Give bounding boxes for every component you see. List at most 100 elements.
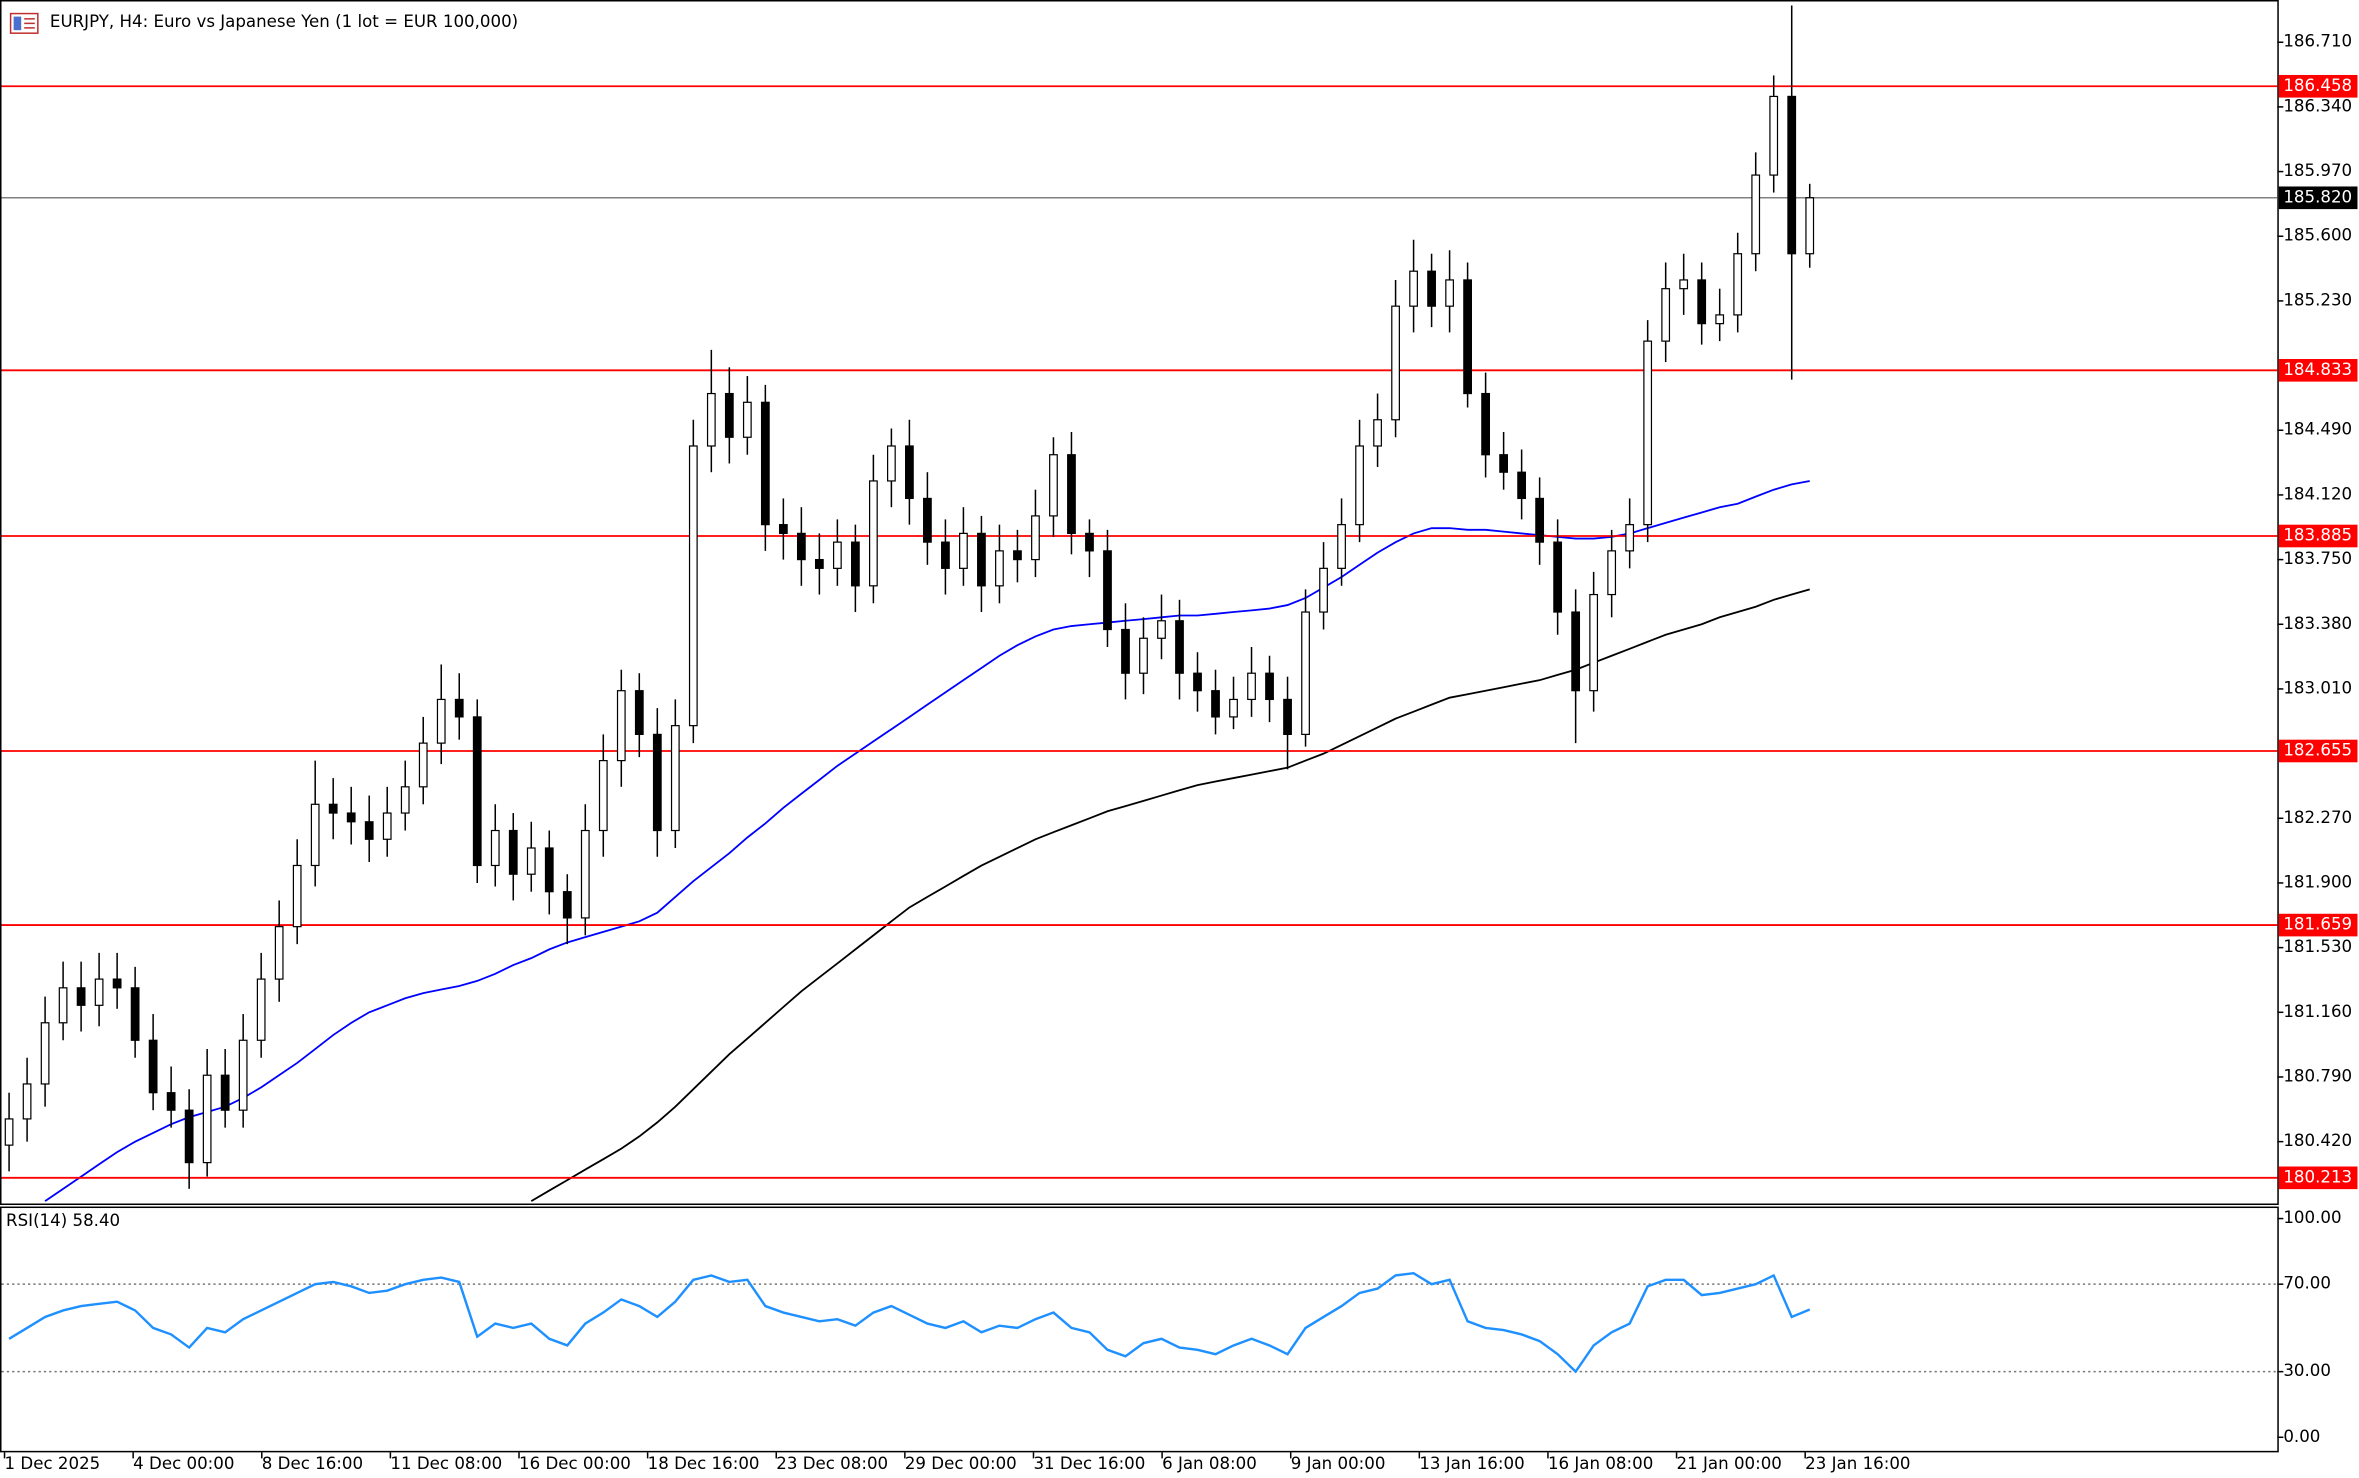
y-tick-label: 185.970 bbox=[2283, 161, 2352, 180]
level-label: 181.659 bbox=[2283, 915, 2352, 934]
candle-body bbox=[1715, 314, 1725, 325]
candle-body bbox=[796, 532, 806, 561]
x-tick-label: 23 Dec 08:00 bbox=[776, 1454, 888, 1473]
candle-body bbox=[256, 978, 266, 1041]
candle-body bbox=[652, 733, 662, 832]
y-tick-label: 183.010 bbox=[2283, 678, 2352, 697]
candle-body bbox=[1427, 270, 1436, 307]
x-tick-label: 16 Dec 00:00 bbox=[519, 1454, 631, 1473]
candle-body bbox=[544, 847, 554, 893]
candle-body bbox=[1301, 611, 1310, 735]
candle-body bbox=[4, 1118, 14, 1146]
candle-body bbox=[1481, 392, 1490, 456]
x-tick-label: 13 Jan 16:00 bbox=[1419, 1454, 1524, 1473]
candle-body bbox=[148, 1039, 158, 1094]
candle-body bbox=[1607, 550, 1617, 596]
candle-body bbox=[1391, 305, 1400, 421]
price-label: 185.820 bbox=[2283, 187, 2352, 206]
candle-body bbox=[1553, 541, 1563, 613]
candle-body bbox=[1211, 690, 1220, 718]
candle-body bbox=[1157, 620, 1166, 639]
candle-body bbox=[1733, 253, 1743, 316]
y-tick-label: 186.710 bbox=[2283, 32, 2352, 51]
x-tick-label: 1 Dec 2025 bbox=[5, 1454, 101, 1473]
candle-body bbox=[1175, 620, 1184, 674]
x-tick-label: 4 Dec 00:00 bbox=[133, 1454, 234, 1473]
x-tick-label: 8 Dec 16:00 bbox=[262, 1454, 363, 1473]
x-tick-label: 16 Jan 08:00 bbox=[1548, 1454, 1653, 1473]
candle-body bbox=[346, 812, 356, 823]
candle-body bbox=[1535, 497, 1545, 543]
candle-body bbox=[688, 445, 698, 727]
candle-body bbox=[1517, 471, 1527, 500]
y-tick-label: 186.340 bbox=[2283, 96, 2352, 115]
candle-body bbox=[328, 803, 338, 814]
price-label-box bbox=[2278, 186, 2358, 210]
x-tick-label: 18 Dec 16:00 bbox=[648, 1454, 760, 1473]
candle-body bbox=[778, 524, 788, 534]
y-tick-label: 185.230 bbox=[2283, 290, 2352, 309]
candle-body bbox=[887, 445, 896, 482]
candle-body bbox=[472, 716, 482, 867]
candle-body bbox=[742, 401, 752, 438]
candle-body bbox=[1625, 524, 1635, 552]
candle-body bbox=[274, 926, 284, 980]
candle-body bbox=[1247, 672, 1256, 701]
candle-body bbox=[1337, 524, 1346, 569]
level-label-box bbox=[2278, 739, 2358, 763]
candle-body bbox=[977, 532, 986, 587]
rsi-panel bbox=[0, 1206, 2279, 1453]
candle-body bbox=[490, 829, 500, 867]
candle-body bbox=[1787, 95, 1797, 255]
candle-body bbox=[1571, 611, 1581, 692]
candle-body bbox=[869, 480, 878, 587]
level-label: 184.833 bbox=[2283, 360, 2352, 379]
level-label-box bbox=[2278, 524, 2358, 548]
candle-body bbox=[220, 1074, 230, 1111]
x-tick-label: 21 Jan 00:00 bbox=[1677, 1454, 1782, 1473]
candle-body bbox=[1499, 454, 1509, 473]
y-tick-label: 183.380 bbox=[2283, 614, 2352, 633]
candle-body bbox=[1067, 454, 1076, 534]
chart-title: EURJPY, H4: Euro vs Japanese Yen (1 lot … bbox=[50, 12, 518, 31]
y-tick-label: 184.120 bbox=[2283, 484, 2352, 503]
moving-average-line bbox=[44, 480, 1810, 1202]
candle-body bbox=[724, 392, 734, 438]
candle-body bbox=[1121, 628, 1130, 674]
candle-body bbox=[1643, 340, 1653, 526]
candle-body bbox=[166, 1092, 176, 1111]
y-tick-label: 181.160 bbox=[2283, 1002, 2352, 1021]
candle-body bbox=[1103, 550, 1112, 631]
candle-body bbox=[418, 742, 428, 788]
candle-body bbox=[634, 690, 644, 735]
x-tick-label: 9 Jan 00:00 bbox=[1291, 1454, 1386, 1473]
candle-body bbox=[1409, 270, 1418, 307]
candle-body bbox=[959, 532, 968, 569]
candle-body bbox=[760, 401, 770, 526]
candle-body bbox=[1679, 279, 1689, 290]
candle-body bbox=[310, 803, 320, 867]
x-tick-label: 11 Dec 08:00 bbox=[390, 1454, 502, 1473]
candle-body bbox=[562, 891, 572, 919]
candle-body bbox=[1355, 445, 1364, 526]
candle-body bbox=[1193, 672, 1202, 692]
candle-body bbox=[598, 760, 608, 832]
y-tick-label: 182.270 bbox=[2283, 808, 2352, 827]
candle-body bbox=[832, 541, 842, 569]
candle-body bbox=[1769, 95, 1779, 176]
candle-body bbox=[382, 812, 392, 840]
candle-body bbox=[436, 698, 446, 744]
rsi-title: RSI(14) 58.40 bbox=[6, 1211, 120, 1230]
candle-body bbox=[850, 541, 860, 587]
candle-body bbox=[400, 786, 410, 814]
candle-body bbox=[1445, 279, 1454, 307]
candle-body bbox=[94, 978, 104, 1006]
y-tick-label: 181.900 bbox=[2283, 872, 2352, 891]
y-tick-label: 185.600 bbox=[2283, 226, 2352, 245]
candle-body bbox=[1049, 454, 1058, 517]
y-tick-label: 0.00 bbox=[2283, 1427, 2320, 1446]
level-label: 183.885 bbox=[2283, 526, 2352, 545]
level-label-box bbox=[2278, 358, 2358, 382]
candle-body bbox=[616, 690, 626, 762]
